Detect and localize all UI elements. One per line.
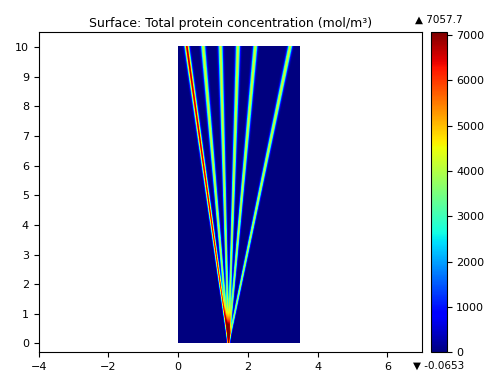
Text: ▲ 7057.7: ▲ 7057.7	[415, 14, 462, 24]
Title: Surface: Total protein concentration (mol/m³): Surface: Total protein concentration (mo…	[89, 17, 372, 30]
Text: ▼ -0.0653: ▼ -0.0653	[413, 360, 464, 370]
